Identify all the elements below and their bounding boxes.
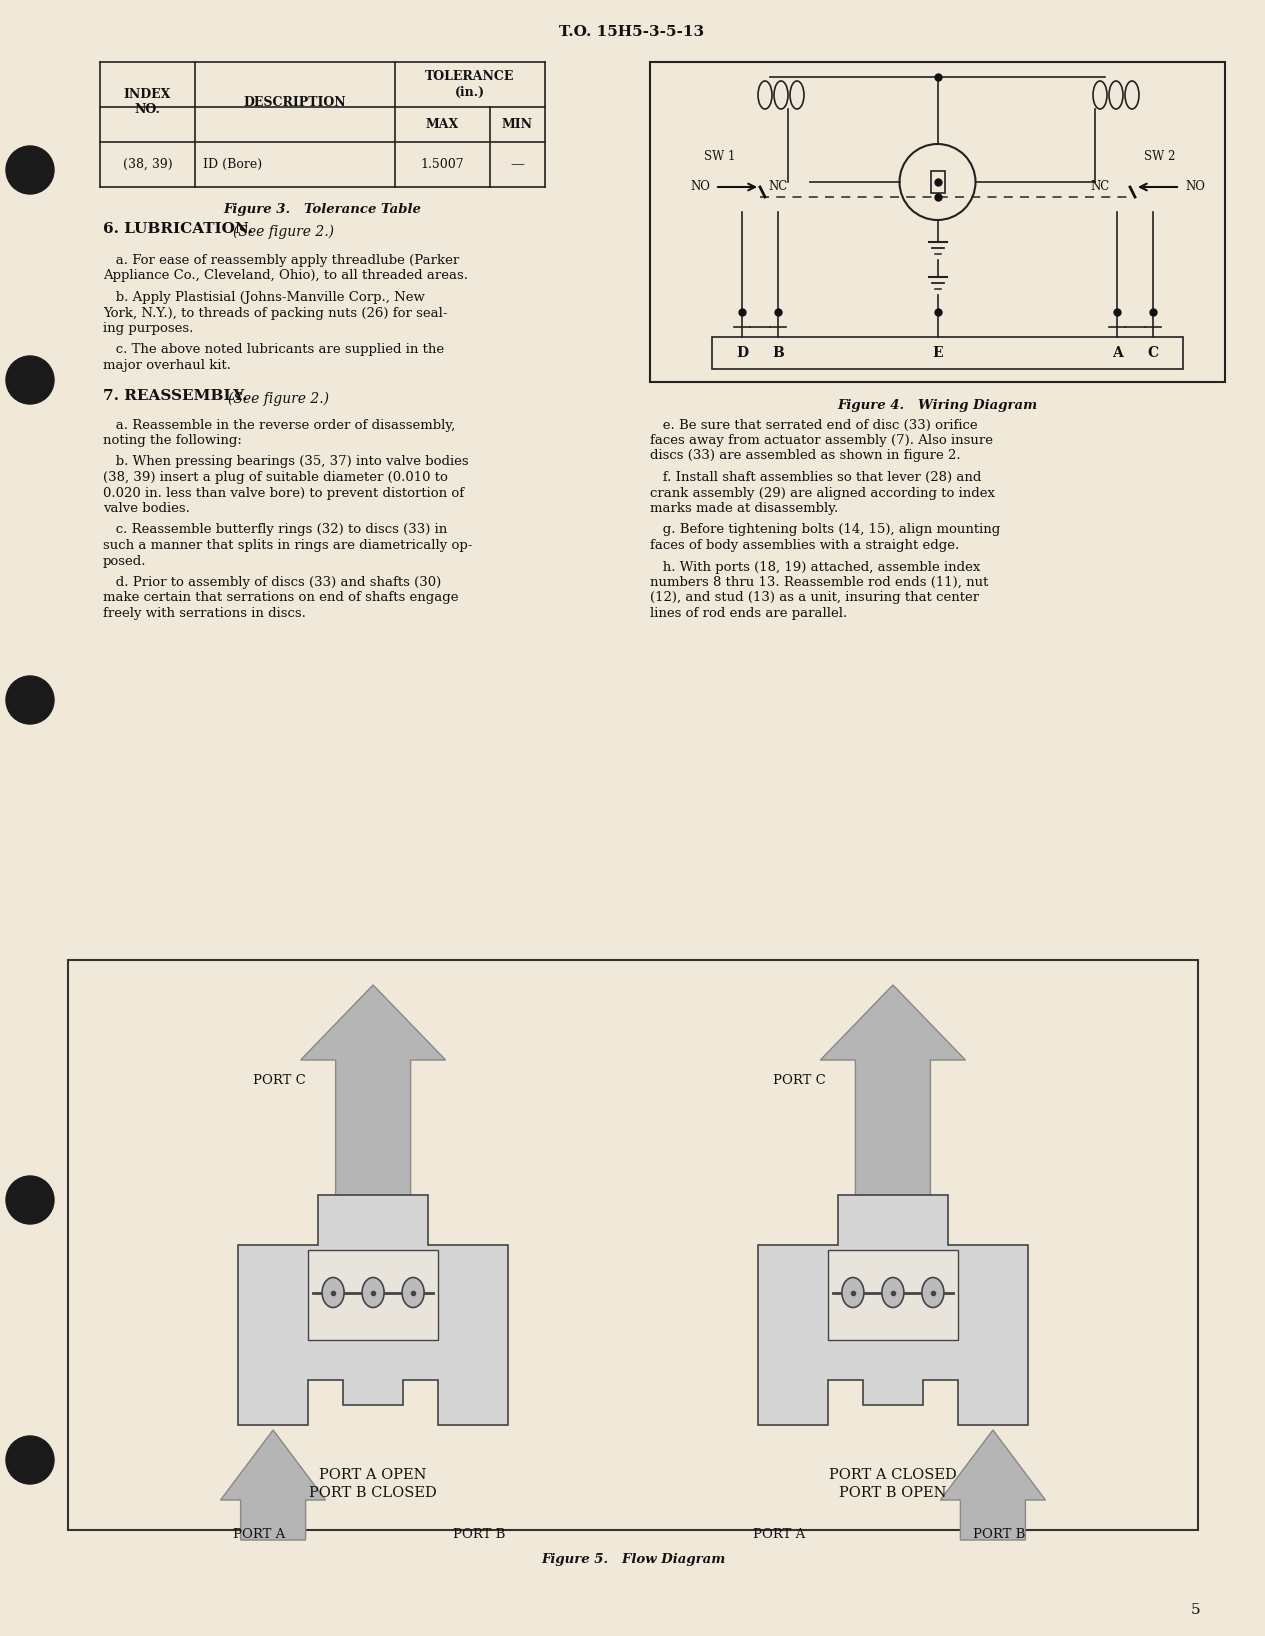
Polygon shape (301, 985, 445, 1230)
Ellipse shape (922, 1278, 944, 1307)
Text: —: — (511, 157, 525, 172)
Text: a. For ease of reassembly apply threadlube (Parker: a. For ease of reassembly apply threadlu… (102, 254, 459, 267)
Text: PORT A OPEN
PORT B CLOSED: PORT A OPEN PORT B CLOSED (309, 1467, 436, 1500)
Text: freely with serrations in discs.: freely with serrations in discs. (102, 607, 306, 620)
Text: such a manner that splits in rings are diametrically op-: such a manner that splits in rings are d… (102, 538, 472, 551)
Text: Figure 3.   Tolerance Table: Figure 3. Tolerance Table (224, 203, 421, 216)
Text: SW 2: SW 2 (1144, 151, 1175, 164)
Text: A: A (1112, 345, 1122, 360)
Text: (See figure 2.): (See figure 2.) (233, 226, 334, 239)
Text: 0.020 in. less than valve bore) to prevent distortion of: 0.020 in. less than valve bore) to preve… (102, 486, 464, 499)
Text: TOLERANCE
(in.): TOLERANCE (in.) (425, 70, 515, 98)
Text: SW 1: SW 1 (703, 151, 735, 164)
Ellipse shape (882, 1278, 904, 1307)
Text: York, N.Y.), to threads of packing nuts (26) for seal-: York, N.Y.), to threads of packing nuts … (102, 306, 448, 319)
Text: b. When pressing bearings (35, 37) into valve bodies: b. When pressing bearings (35, 37) into … (102, 455, 468, 468)
Bar (827, 1250, 958, 1340)
Text: (12), and stud (13) as a unit, insuring that center: (12), and stud (13) as a unit, insuring … (650, 592, 979, 604)
Text: Figure 4.   Wiring Diagram: Figure 4. Wiring Diagram (837, 399, 1037, 412)
Text: crank assembly (29) are aligned according to index: crank assembly (29) are aligned accordin… (650, 486, 996, 499)
Polygon shape (821, 985, 965, 1230)
Text: posed.: posed. (102, 555, 147, 568)
Text: f. Install shaft assemblies so that lever (28) and: f. Install shaft assemblies so that leve… (650, 471, 982, 484)
Text: NO: NO (691, 180, 710, 193)
Text: B: B (772, 345, 784, 360)
Text: Appliance Co., Cleveland, Ohio), to all threaded areas.: Appliance Co., Cleveland, Ohio), to all … (102, 270, 468, 283)
Text: ID (Bore): ID (Bore) (202, 159, 262, 172)
Bar (309, 1250, 438, 1340)
Ellipse shape (362, 1278, 385, 1307)
Polygon shape (940, 1430, 1045, 1539)
Text: INDEX
NO.: INDEX NO. (124, 88, 171, 116)
Text: PORT A CLOSED
PORT B OPEN: PORT A CLOSED PORT B OPEN (829, 1467, 956, 1500)
Polygon shape (220, 1430, 325, 1539)
Ellipse shape (402, 1278, 424, 1307)
Text: 7. REASSEMBLY.: 7. REASSEMBLY. (102, 388, 248, 402)
Text: Figure 5.   Flow Diagram: Figure 5. Flow Diagram (541, 1554, 725, 1567)
Text: PORT B: PORT B (453, 1528, 506, 1541)
Text: MIN: MIN (502, 118, 533, 131)
Bar (650, 62, 1225, 381)
Bar (68, 960, 1198, 1530)
Text: 5: 5 (1190, 1603, 1200, 1616)
Circle shape (6, 1436, 54, 1484)
Text: PORT A: PORT A (233, 1528, 286, 1541)
Text: ing purposes.: ing purposes. (102, 322, 194, 335)
Text: g. Before tightening bolts (14, 15), align mounting: g. Before tightening bolts (14, 15), ali… (650, 524, 1001, 537)
Ellipse shape (323, 1278, 344, 1307)
Text: PORT C: PORT C (253, 1073, 306, 1086)
Text: NC: NC (768, 180, 787, 193)
Text: D: D (736, 345, 748, 360)
Text: faces of body assemblies with a straight edge.: faces of body assemblies with a straight… (650, 538, 959, 551)
Text: T.O. 15H5-3-5-13: T.O. 15H5-3-5-13 (559, 25, 705, 39)
Text: faces away from actuator assembly (7). Also insure: faces away from actuator assembly (7). A… (650, 434, 993, 447)
Text: MAX: MAX (426, 118, 459, 131)
Text: numbers 8 thru 13. Reassemble rod ends (11), nut: numbers 8 thru 13. Reassemble rod ends (… (650, 576, 988, 589)
Text: PORT B: PORT B (973, 1528, 1025, 1541)
Text: c. The above noted lubricants are supplied in the: c. The above noted lubricants are suppli… (102, 344, 444, 357)
Circle shape (6, 676, 54, 725)
Text: major overhaul kit.: major overhaul kit. (102, 358, 231, 371)
Text: c. Reassemble butterfly rings (32) to discs (33) in: c. Reassemble butterfly rings (32) to di… (102, 524, 448, 537)
Text: PORT A: PORT A (753, 1528, 805, 1541)
Text: marks made at disassembly.: marks made at disassembly. (650, 502, 839, 515)
Text: b. Apply Plastisial (Johns-Manville Corp., New: b. Apply Plastisial (Johns-Manville Corp… (102, 291, 425, 304)
Bar (931, 172, 945, 193)
Text: 6. LUBRICATION.: 6. LUBRICATION. (102, 222, 253, 236)
Circle shape (6, 357, 54, 404)
Text: discs (33) are assembled as shown in figure 2.: discs (33) are assembled as shown in fig… (650, 450, 960, 463)
Bar (712, 337, 1183, 370)
Text: NC: NC (1090, 180, 1109, 193)
Text: E: E (932, 345, 942, 360)
Text: (38, 39) insert a plug of suitable diameter (0.010 to: (38, 39) insert a plug of suitable diame… (102, 471, 448, 484)
Text: C: C (1147, 345, 1159, 360)
Text: valve bodies.: valve bodies. (102, 502, 190, 515)
Text: make certain that serrations on end of shafts engage: make certain that serrations on end of s… (102, 592, 458, 604)
Text: 1.5007: 1.5007 (421, 159, 464, 172)
Text: h. With ports (18, 19) attached, assemble index: h. With ports (18, 19) attached, assembl… (650, 561, 980, 574)
Text: d. Prior to assembly of discs (33) and shafts (30): d. Prior to assembly of discs (33) and s… (102, 576, 441, 589)
Ellipse shape (842, 1278, 864, 1307)
Text: (See figure 2.): (See figure 2.) (228, 391, 329, 406)
Text: NO: NO (1185, 180, 1204, 193)
Circle shape (6, 146, 54, 195)
Polygon shape (758, 1194, 1028, 1425)
Text: a. Reassemble in the reverse order of disassembly,: a. Reassemble in the reverse order of di… (102, 419, 455, 432)
Text: (38, 39): (38, 39) (123, 159, 172, 172)
Circle shape (6, 1176, 54, 1224)
Text: noting the following:: noting the following: (102, 434, 242, 447)
Text: lines of rod ends are parallel.: lines of rod ends are parallel. (650, 607, 848, 620)
Text: DESCRIPTION: DESCRIPTION (244, 95, 347, 108)
Polygon shape (238, 1194, 509, 1425)
Text: PORT C: PORT C (773, 1073, 826, 1086)
Text: e. Be sure that serrated end of disc (33) orifice: e. Be sure that serrated end of disc (33… (650, 419, 978, 432)
